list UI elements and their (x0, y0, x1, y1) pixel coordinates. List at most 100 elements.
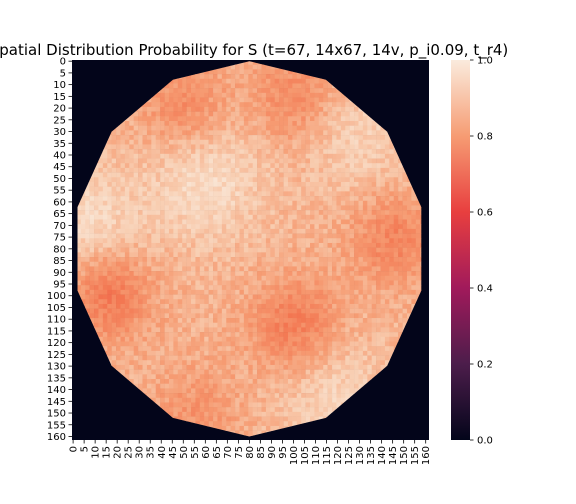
heatmap-cell (274, 177, 280, 183)
heatmap-cell (292, 308, 298, 314)
heatmap-cell (164, 355, 170, 361)
heatmap-cell (217, 111, 223, 117)
heatmap-cell (393, 242, 399, 248)
heatmap-cell (336, 261, 342, 267)
heatmap-cell (257, 125, 262, 131)
heatmap-cell (177, 214, 183, 220)
heatmap-cell (221, 346, 227, 352)
heatmap-cell (133, 294, 139, 300)
heatmap-cell (182, 224, 187, 230)
heatmap-cell (107, 341, 112, 347)
heatmap-cell (332, 257, 337, 263)
heatmap-cell (213, 233, 218, 239)
heatmap-cell (274, 92, 280, 98)
heatmap-cell (305, 205, 311, 211)
heatmap-cell (199, 285, 205, 291)
heatmap-cell (358, 313, 364, 319)
heatmap-cell (142, 252, 148, 258)
heatmap-cell (380, 275, 386, 281)
heatmap-cell (340, 285, 346, 291)
heatmap-cell (340, 294, 346, 300)
heatmap-cell (270, 191, 276, 197)
heatmap-cell (235, 388, 240, 394)
heatmap-cell (384, 313, 390, 319)
heatmap-cell (332, 181, 337, 187)
heatmap-cell (204, 266, 209, 272)
heatmap-cell (411, 252, 417, 258)
heatmap-cell (371, 364, 377, 370)
heatmap-cell (129, 341, 135, 347)
heatmap-cell (358, 111, 364, 117)
heatmap-cell (160, 299, 165, 305)
heatmap-cell (226, 303, 231, 309)
heatmap-cell (142, 327, 148, 333)
heatmap-cell (336, 111, 342, 117)
heatmap-cell (213, 69, 218, 75)
heatmap-cell (314, 224, 320, 230)
heatmap-cell (318, 163, 324, 169)
heatmap-cell (257, 294, 262, 300)
heatmap-cell (208, 181, 214, 187)
heatmap-cell (257, 360, 262, 366)
heatmap-cell (221, 111, 227, 117)
heatmap-cell (318, 285, 324, 291)
heatmap-cell (191, 242, 196, 248)
heatmap-cell (124, 322, 130, 328)
heatmap-cell (332, 242, 337, 248)
heatmap-cell (314, 97, 320, 103)
heatmap-cell (345, 111, 350, 117)
heatmap-cell (323, 379, 328, 384)
heatmap-cell (318, 172, 324, 178)
heatmap-cell (327, 308, 333, 314)
heatmap-cell (367, 214, 373, 220)
heatmap-cell (393, 289, 399, 295)
heatmap-cell (248, 299, 254, 305)
heatmap-cell (146, 196, 152, 202)
heatmap-cell (336, 303, 342, 309)
heatmap-cell (146, 116, 152, 122)
heatmap-cell (371, 224, 377, 230)
heatmap-cell (80, 205, 86, 211)
heatmap-cell (204, 313, 209, 319)
heatmap-cell (230, 299, 236, 305)
heatmap-cell (252, 125, 258, 131)
heatmap-cell (213, 318, 218, 324)
heatmap-cell (89, 224, 95, 230)
heatmap-cell (345, 130, 350, 136)
heatmap-cell (252, 341, 258, 347)
heatmap-cell (133, 125, 139, 131)
heatmap-cell (151, 228, 157, 234)
heatmap-cell (239, 266, 245, 272)
heatmap-cell (164, 228, 170, 234)
heatmap-cell (261, 379, 267, 384)
heatmap-cell (195, 144, 201, 150)
heatmap-cell (305, 177, 311, 183)
heatmap-cell (120, 261, 126, 267)
heatmap-cell (204, 299, 209, 305)
heatmap-cell (230, 355, 236, 361)
heatmap-cell (77, 200, 82, 206)
heatmap-cell (265, 308, 271, 314)
heatmap-cell (89, 299, 95, 305)
heatmap-cell (261, 257, 267, 263)
heatmap-cell (265, 191, 271, 197)
heatmap-cell (345, 210, 350, 216)
heatmap-cell (323, 130, 328, 136)
heatmap-cell (310, 360, 315, 366)
heatmap-cell (314, 149, 320, 155)
heatmap-cell (380, 341, 386, 347)
heatmap-cell (204, 233, 209, 239)
heatmap-cell (305, 327, 311, 333)
heatmap-cell (345, 247, 350, 253)
heatmap-cell (129, 196, 135, 202)
heatmap-cell (80, 233, 86, 239)
heatmap-cell (230, 97, 236, 103)
heatmap-cell (239, 210, 245, 216)
heatmap-cell (257, 88, 262, 94)
heatmap-cell (283, 275, 289, 281)
heatmap-cell (270, 294, 276, 300)
heatmap-cell (204, 78, 209, 84)
heatmap-cell (151, 172, 157, 178)
heatmap-cell (146, 299, 152, 305)
heatmap-cell (173, 130, 179, 136)
